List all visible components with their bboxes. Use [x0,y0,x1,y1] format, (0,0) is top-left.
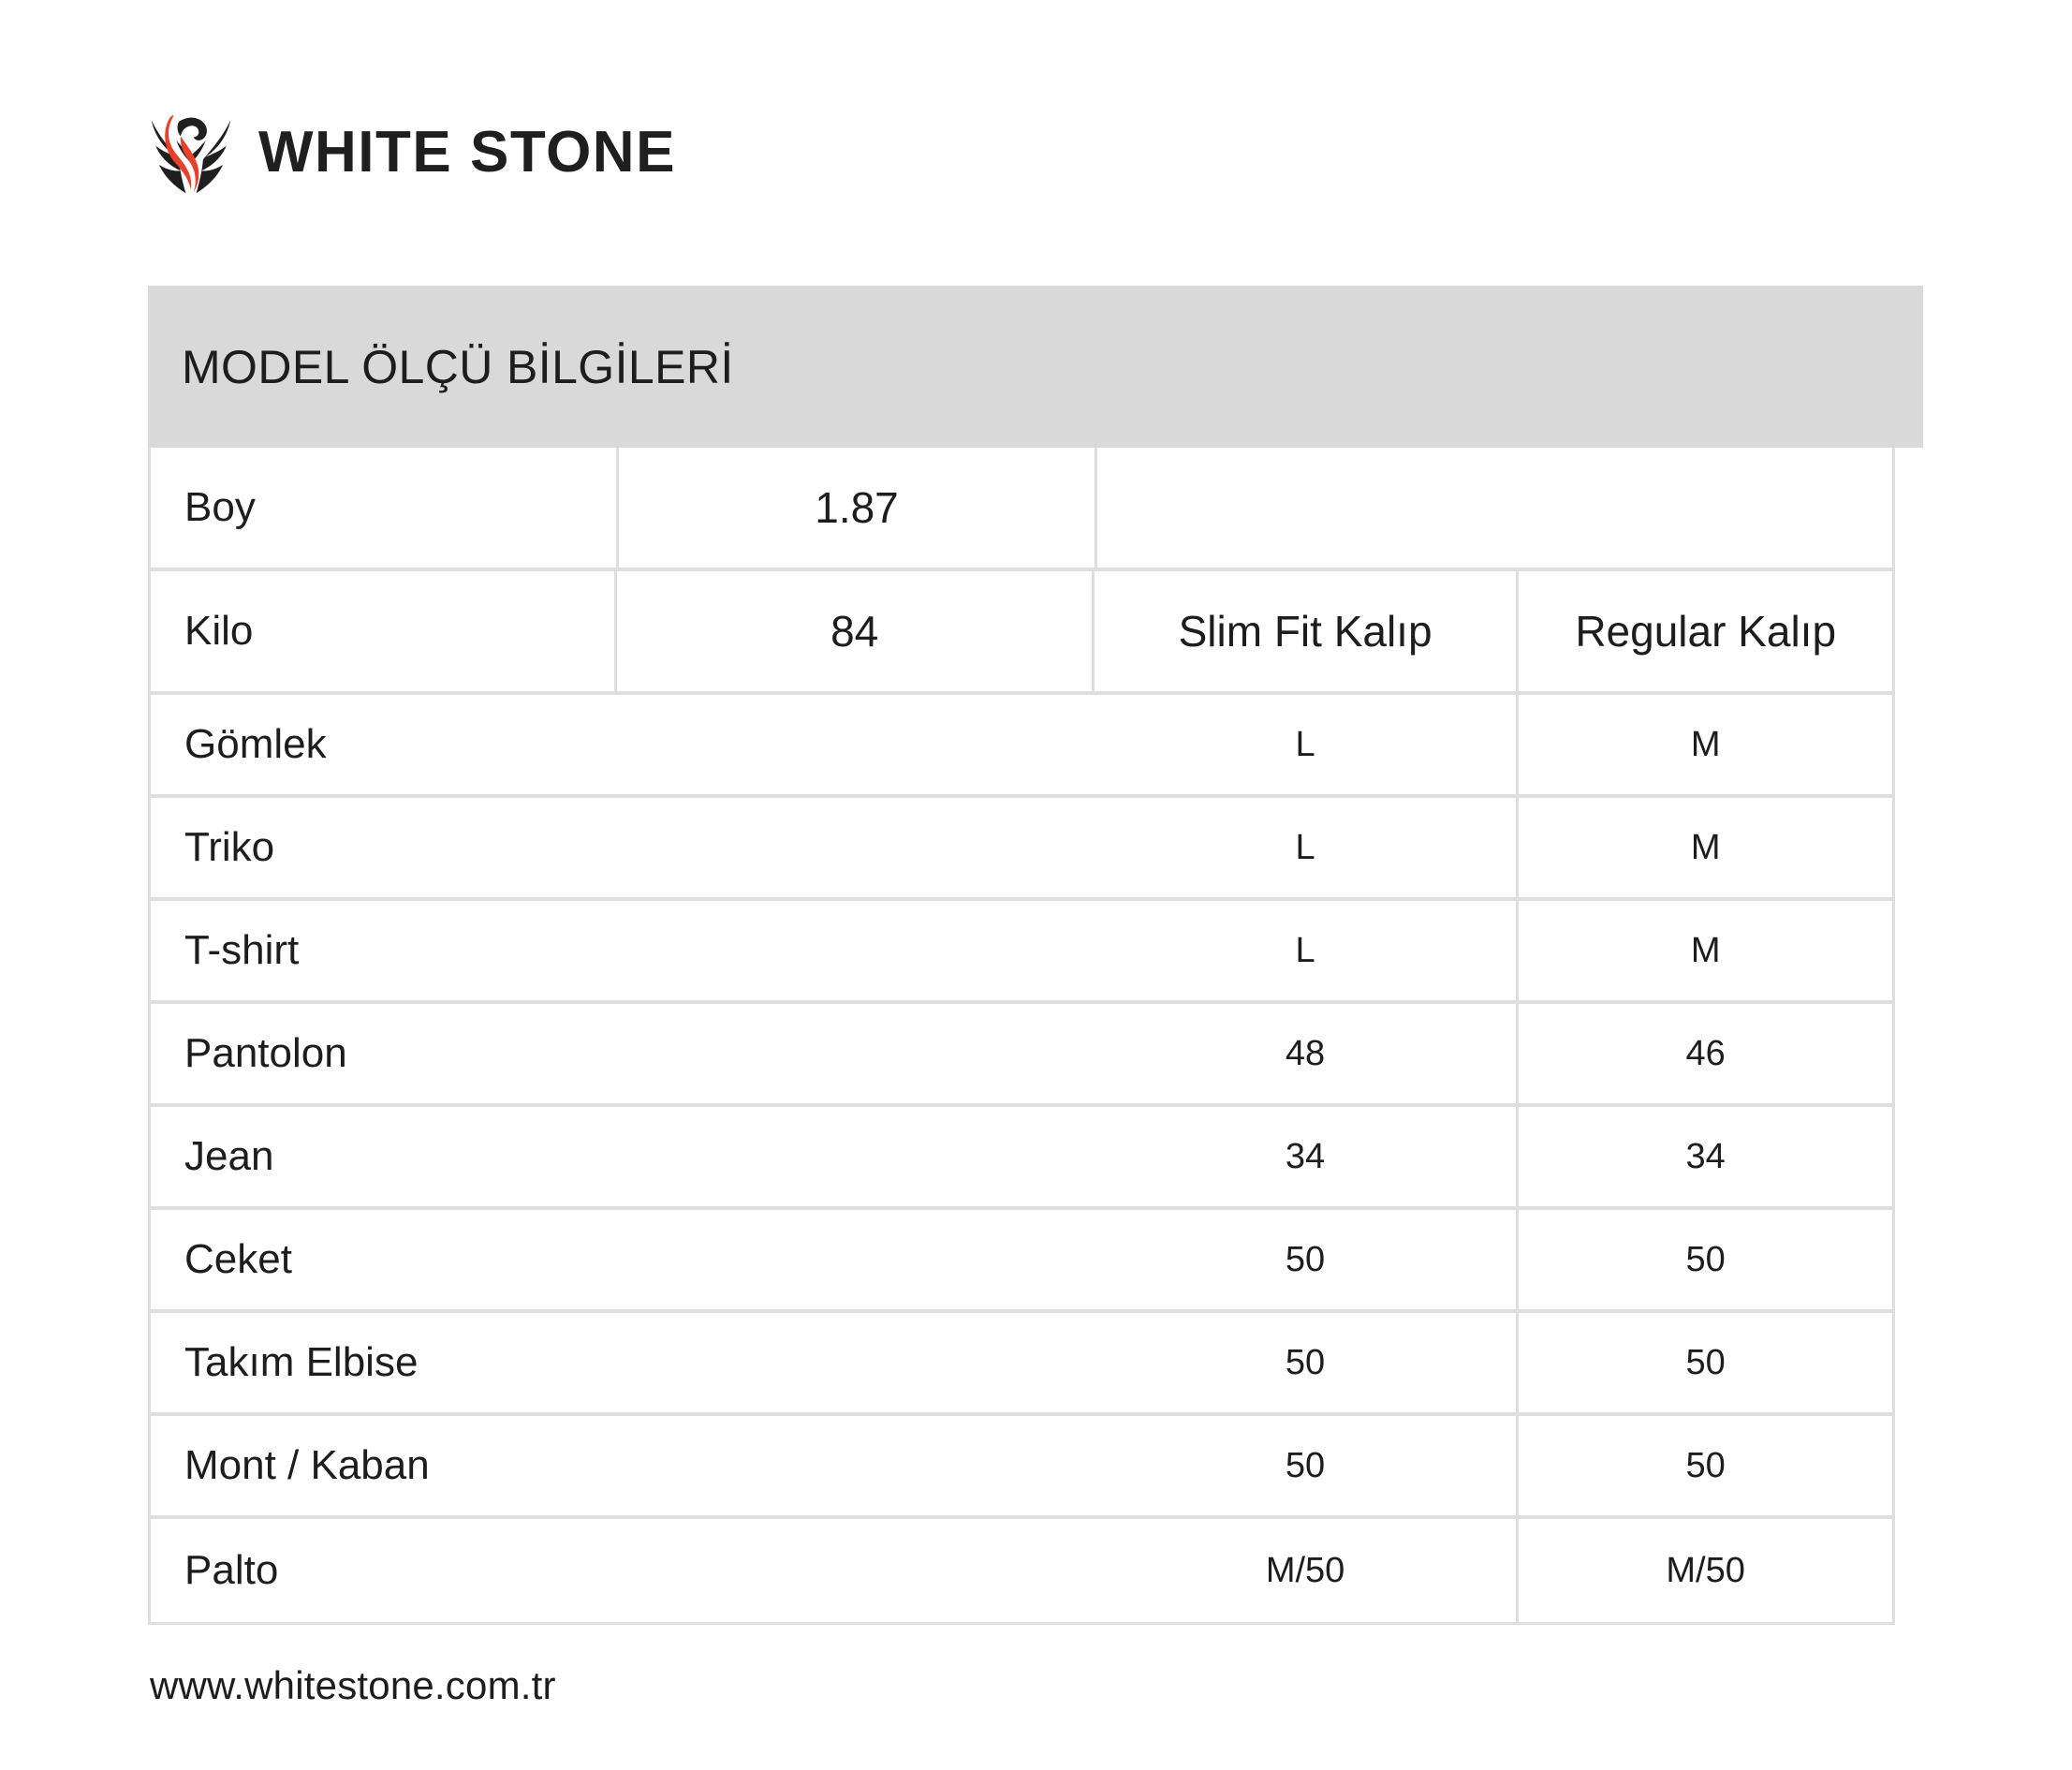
table-row: Takım Elbise 50 50 [151,1313,1892,1416]
row-regular-pantolon: 46 [1685,1033,1726,1073]
row-label-takim-elbise: Takım Elbise [184,1339,419,1385]
table-row: T-shirt L M [151,901,1892,1004]
row-label-pantolon: Pantolon [184,1030,347,1076]
row-slim-gomlek: L [1095,695,1520,794]
model-measurements-table: MODEL ÖLÇÜ BİLGİLERİ Boy 1.87 Kilo 84 Sl… [148,286,1923,1625]
row-label-triko: Triko [184,824,275,870]
row-slim-pantolon: 48 [1095,1004,1520,1103]
column-header-slim-fit: Slim Fit Kalıp [1095,571,1520,691]
row-regular-ceket: 50 [1685,1239,1726,1279]
table-row: Jean 34 34 [151,1107,1892,1210]
table-row: Palto M/50 M/50 [151,1519,1892,1622]
row-empty-boy [1097,448,1892,568]
row-label-kilo: Kilo [151,571,618,691]
row-label-tshirt: T-shirt [184,927,300,973]
footer-website-url[interactable]: www.whitestone.com.tr [150,1663,556,1707]
row-label-jean: Jean [184,1133,274,1179]
table-body: Boy 1.87 Kilo 84 Slim Fit Kalıp Regular … [148,448,1895,1625]
row-regular-mont-kaban: 50 [1685,1445,1726,1485]
row-slim-triko: L [1095,798,1520,897]
table-row-kilo: Kilo 84 Slim Fit Kalıp Regular Kalıp [151,571,1892,695]
table-row: Ceket 50 50 [151,1210,1892,1313]
brand-name: WHITE STONE [258,120,676,184]
table-row-boy: Boy 1.87 [151,448,1892,571]
row-regular-gomlek: M [1690,724,1721,764]
row-label-ceket: Ceket [184,1236,292,1282]
table-row: Pantolon 48 46 [151,1004,1892,1107]
row-label-boy: Boy [151,448,619,568]
row-slim-palto: M/50 [1095,1519,1520,1622]
table-row: Triko L M [151,798,1892,901]
row-label-mont-kaban: Mont / Kaban [184,1442,430,1488]
phoenix-logo-icon [151,115,231,194]
row-regular-triko: M [1690,827,1721,867]
row-slim-takim-elbise: 50 [1095,1313,1520,1412]
row-value-boy: 1.87 [619,448,1097,568]
table-title: MODEL ÖLÇÜ BİLGİLERİ [148,286,1923,448]
column-header-regular-fit: Regular Kalıp [1575,607,1837,656]
row-slim-tshirt: L [1095,901,1520,1000]
row-label-palto: Palto [184,1547,279,1593]
row-slim-mont-kaban: 50 [1095,1416,1520,1515]
row-regular-jean: 34 [1685,1136,1726,1176]
row-value-kilo: 84 [617,571,1095,691]
row-regular-palto: M/50 [1666,1550,1745,1590]
brand-logo: WHITE STONE [148,101,676,204]
row-regular-takim-elbise: 50 [1685,1342,1726,1382]
row-slim-jean: 34 [1095,1107,1520,1206]
table-row: Mont / Kaban 50 50 [151,1416,1892,1519]
table-row: Gömlek L M [151,695,1892,798]
row-regular-tshirt: M [1690,930,1721,970]
row-label-gomlek: Gömlek [184,721,327,767]
row-slim-ceket: 50 [1095,1210,1520,1309]
